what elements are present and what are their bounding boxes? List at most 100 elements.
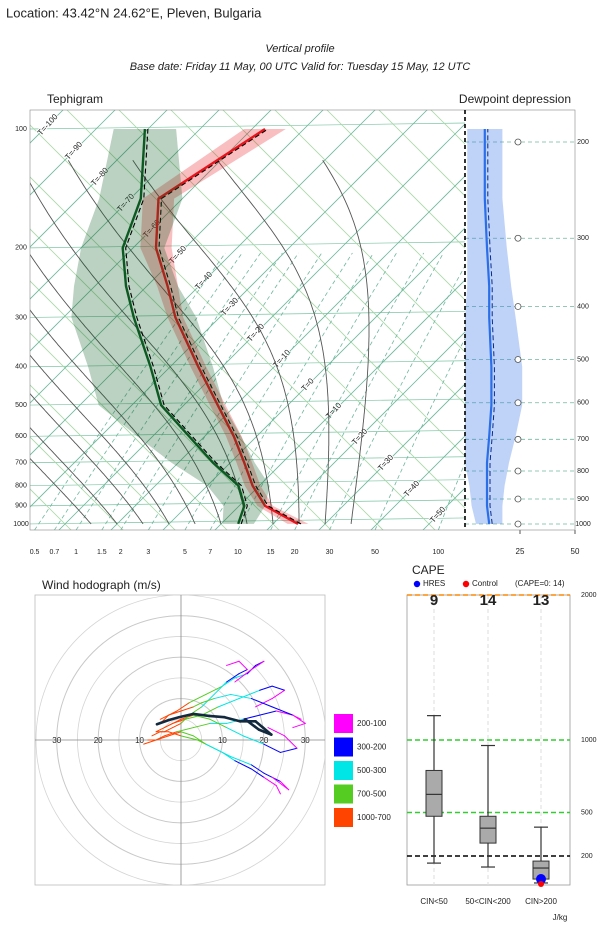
isotherm bbox=[30, 110, 428, 508]
dry-adiabat bbox=[30, 124, 436, 530]
dry-adiabat bbox=[326, 110, 465, 249]
member-segment bbox=[155, 735, 170, 741]
unit-label: J/kg bbox=[553, 913, 568, 922]
member-segment bbox=[230, 756, 252, 766]
member-segment bbox=[250, 698, 273, 708]
x-tick-label: 50 bbox=[571, 547, 580, 556]
dry-adiabat bbox=[30, 332, 228, 530]
member-segment bbox=[192, 735, 207, 745]
isobar bbox=[30, 311, 465, 318]
isotherm-label: T=-110 bbox=[10, 86, 34, 111]
ring-label: 20 bbox=[259, 736, 268, 745]
mixing-ratio-line bbox=[237, 252, 397, 530]
isobar bbox=[30, 398, 465, 406]
member-segment bbox=[213, 681, 228, 695]
isobar bbox=[30, 456, 465, 464]
moist-adiabat bbox=[30, 253, 222, 525]
mixing-ratio-label: 20 bbox=[291, 549, 299, 556]
mixing-ratio-label: 2 bbox=[119, 549, 123, 556]
dry-adiabat bbox=[0, 24, 43, 554]
isotherm-label: T=30 bbox=[376, 452, 395, 472]
pressure-label: 900 bbox=[15, 503, 27, 510]
isobar bbox=[30, 360, 465, 368]
mixing-ratio-label: 3 bbox=[146, 549, 150, 556]
y-tick-label: 500 bbox=[581, 809, 593, 816]
cape-note: (CAPE=0: 14) bbox=[515, 579, 565, 588]
hres-segment bbox=[223, 715, 242, 723]
right-pressure-label: 500 bbox=[577, 356, 589, 363]
page-subtitle: Base date: Friday 11 May, 00 UTC Valid f… bbox=[130, 61, 471, 73]
isotherm bbox=[214, 279, 465, 530]
member-segment bbox=[192, 714, 211, 720]
member-segment bbox=[155, 727, 165, 733]
wind-calm bbox=[514, 467, 522, 475]
member-segment bbox=[172, 718, 182, 724]
count-label: 9 bbox=[430, 592, 438, 609]
dry-adiabat bbox=[30, 384, 176, 530]
member-segment bbox=[172, 722, 182, 729]
moist-adiabat bbox=[30, 426, 118, 525]
y-tick-label: 2000 bbox=[581, 592, 597, 599]
mixing-ratio-label: 7 bbox=[208, 549, 212, 556]
tephigram-frame bbox=[29, 109, 576, 531]
member-segment bbox=[163, 731, 178, 737]
profile-envelope bbox=[140, 129, 309, 524]
legend-label: 500-300 bbox=[357, 766, 387, 775]
isotherm bbox=[162, 227, 465, 530]
isobar bbox=[30, 241, 465, 249]
member-segment bbox=[180, 714, 190, 724]
legend-swatch bbox=[334, 714, 353, 733]
pressure-label: 500 bbox=[15, 402, 27, 409]
isobar bbox=[30, 429, 465, 437]
pressure-label: 400 bbox=[15, 364, 27, 371]
member-segment bbox=[259, 685, 273, 691]
member-segment bbox=[226, 727, 244, 737]
wind-calm bbox=[514, 303, 522, 310]
dry-adiabat bbox=[274, 110, 465, 301]
category-label: CIN<50 bbox=[420, 897, 448, 906]
isotherm bbox=[370, 435, 465, 530]
count-label: 14 bbox=[480, 592, 497, 609]
location: Location: 43.42°N 24.62°E, Pleven, Bulga… bbox=[6, 5, 262, 20]
isobar bbox=[30, 479, 465, 487]
legend-label: 300-200 bbox=[357, 743, 387, 752]
profile-envelope bbox=[71, 129, 270, 524]
mixing-ratio-line bbox=[329, 265, 465, 530]
member-segment bbox=[292, 722, 306, 729]
mixing-ratio-label: 0.7 bbox=[50, 549, 60, 556]
moist-adiabat bbox=[30, 457, 92, 525]
isotherm bbox=[30, 110, 168, 248]
category-label: 50<CIN<200 bbox=[465, 897, 511, 906]
mixing-ratio-label: 10 bbox=[234, 549, 242, 556]
mixing-ratio-label: 5 bbox=[183, 549, 187, 556]
hodograph-title: Wind hodograph (m/s) bbox=[42, 578, 161, 592]
ring-label: 30 bbox=[301, 736, 310, 745]
depression-envelope bbox=[465, 129, 523, 524]
member-segment bbox=[201, 706, 219, 716]
legend-swatch bbox=[334, 784, 353, 804]
moist-adiabat bbox=[30, 354, 170, 525]
category-label: CIN>200 bbox=[525, 897, 557, 906]
moist-adiabat bbox=[132, 160, 300, 524]
right-pressure-label: 900 bbox=[577, 496, 589, 503]
isobar bbox=[30, 122, 465, 130]
member-segment bbox=[163, 727, 174, 733]
member-segment bbox=[188, 693, 207, 704]
member-segment bbox=[234, 669, 252, 683]
right-pressure-label: 300 bbox=[577, 235, 589, 242]
isotherm bbox=[30, 110, 116, 196]
member-segment bbox=[176, 702, 190, 712]
isotherm-label: T=50 bbox=[428, 504, 447, 524]
isotherm bbox=[30, 110, 324, 404]
dry-adiabat bbox=[222, 110, 465, 353]
isotherm bbox=[30, 110, 220, 300]
hres-segment bbox=[192, 712, 211, 718]
hres-point bbox=[536, 874, 546, 885]
member-segment bbox=[292, 714, 306, 724]
member-segment bbox=[238, 660, 248, 671]
member-segment bbox=[192, 702, 203, 708]
dry-adiabat bbox=[430, 110, 465, 145]
mixing-ratio-line bbox=[270, 252, 425, 530]
member-segment bbox=[271, 689, 286, 700]
